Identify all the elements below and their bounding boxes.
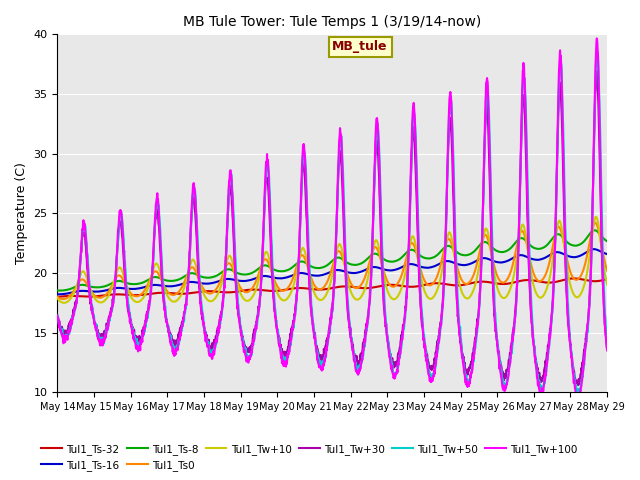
Legend: Tul1_Ts-32, Tul1_Ts-16, Tul1_Ts-8, Tul1_Ts0, Tul1_Tw+10, Tul1_Tw+30, Tul1_Tw+50,: Tul1_Ts-32, Tul1_Ts-16, Tul1_Ts-8, Tul1_… (37, 439, 582, 475)
Title: MB Tule Tower: Tule Temps 1 (3/19/14-now): MB Tule Tower: Tule Temps 1 (3/19/14-now… (183, 15, 481, 29)
Y-axis label: Temperature (C): Temperature (C) (15, 162, 28, 264)
Text: MB_tule: MB_tule (332, 40, 388, 53)
